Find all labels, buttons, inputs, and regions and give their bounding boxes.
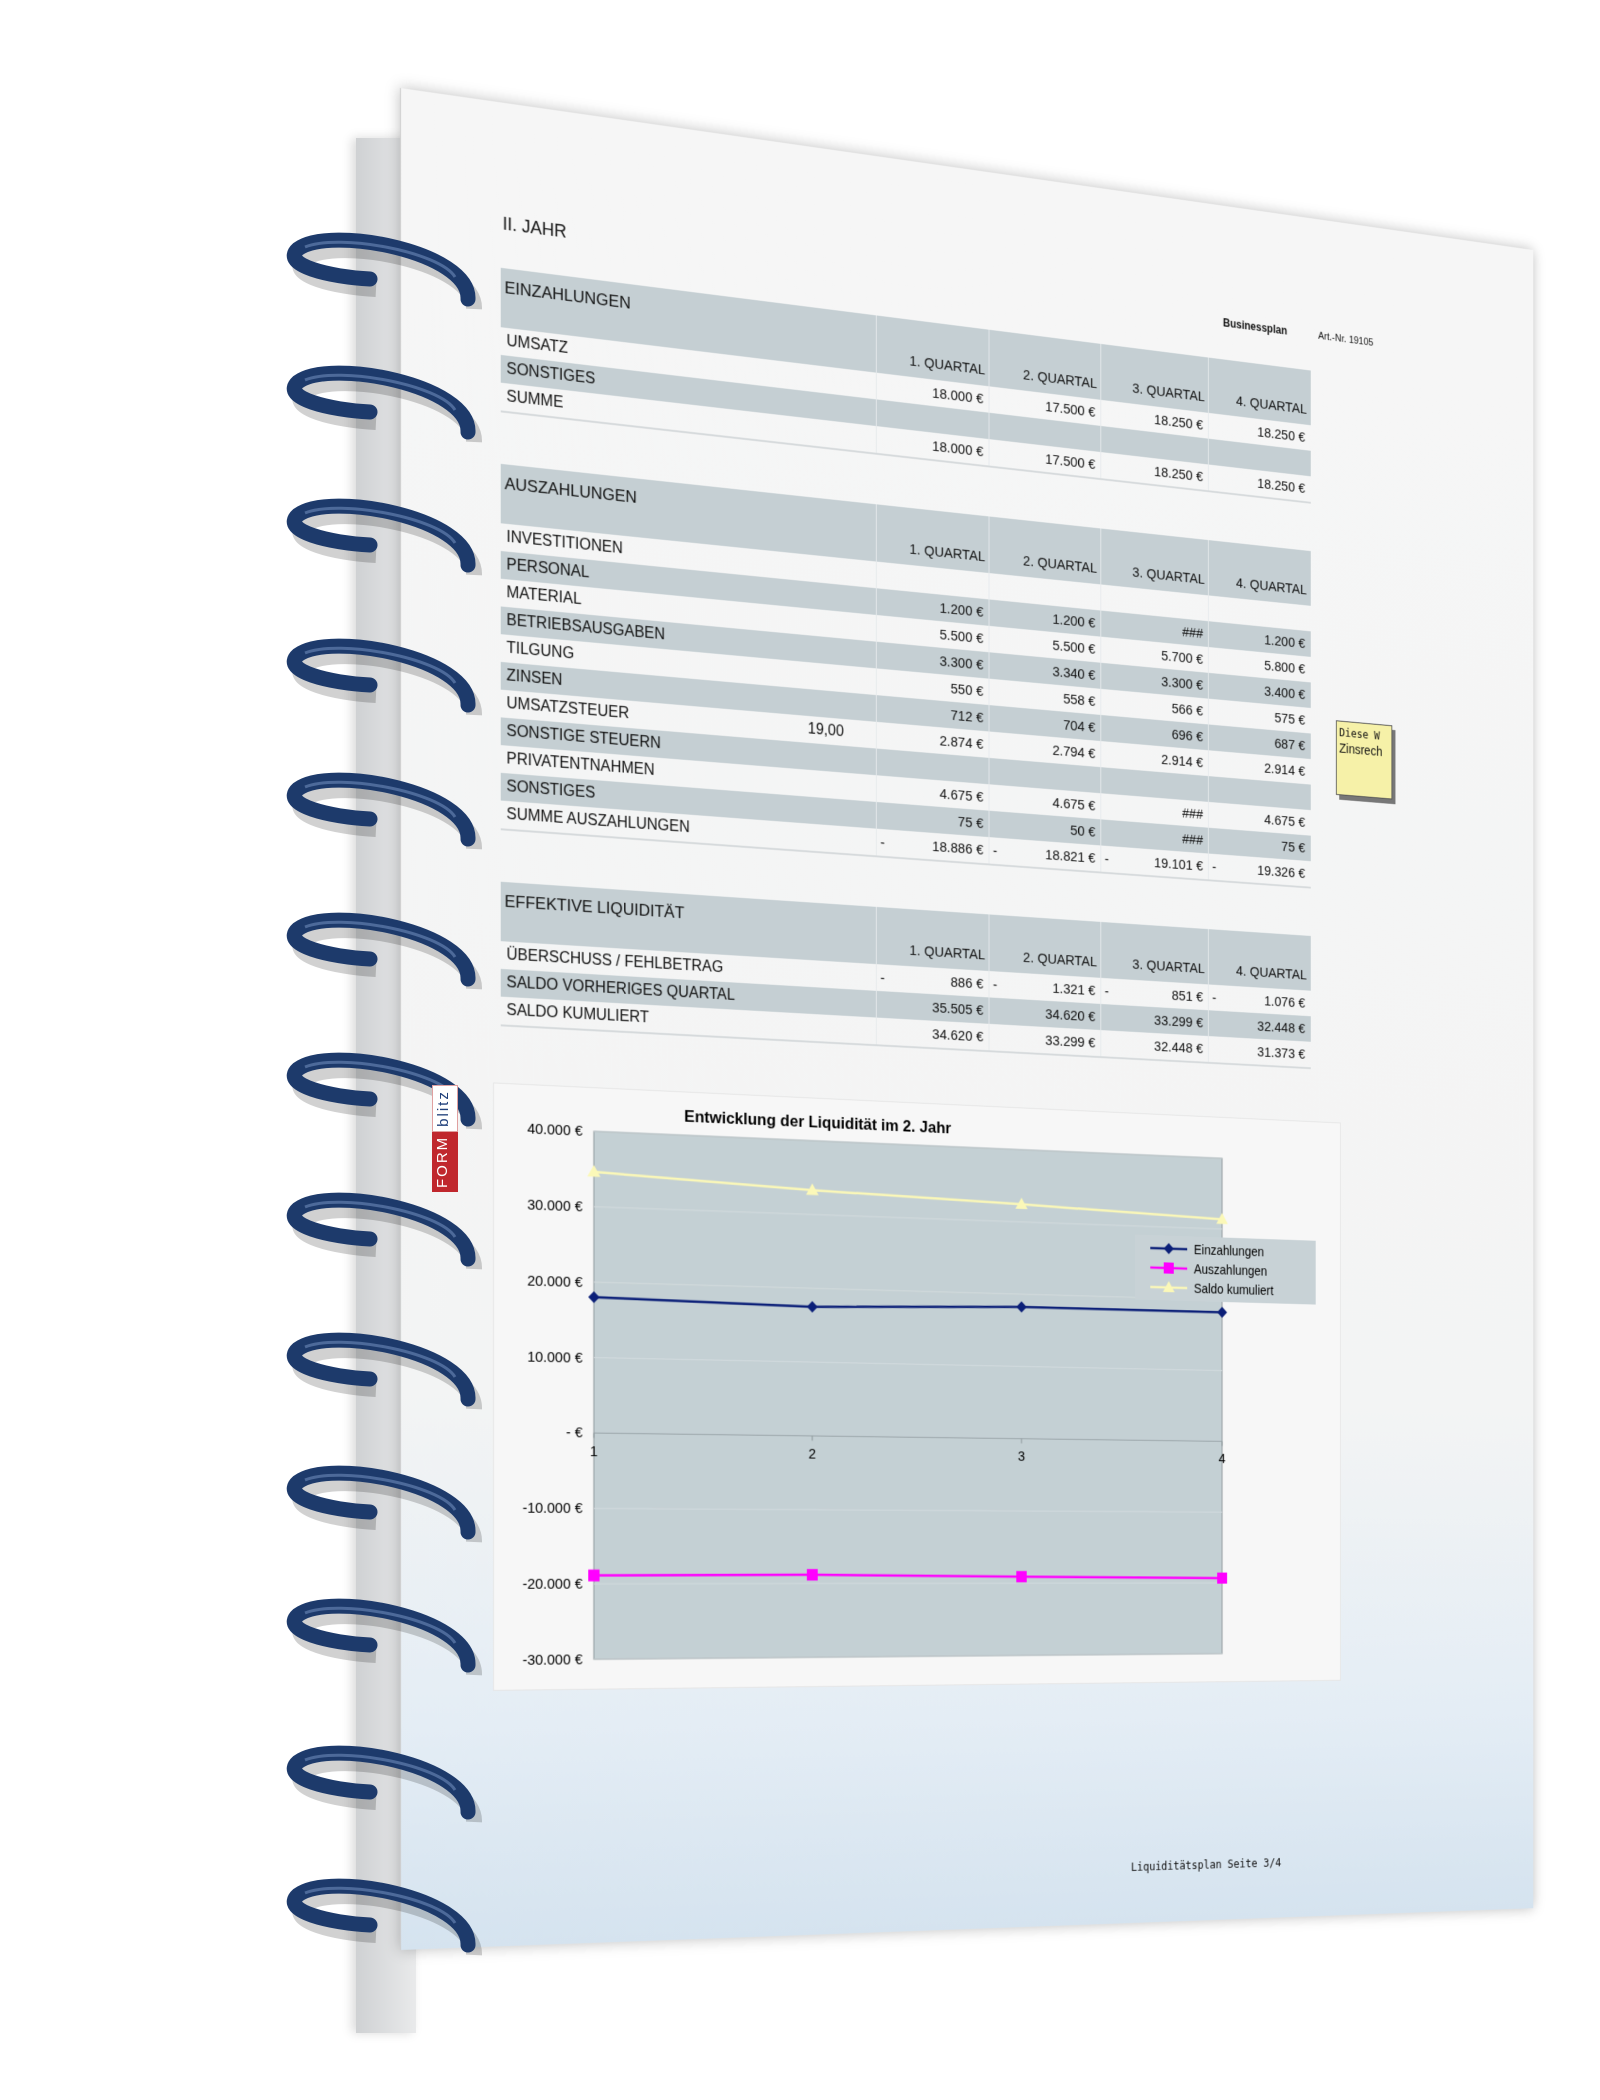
formblitz-logo: FORM blitz [432, 1040, 458, 1192]
chart-svg: Entwicklung der Liquidität im 2. Jahr 40… [522, 1107, 1316, 1669]
coil-highlight [304, 1886, 457, 1924]
x-tick-label: 1 [590, 1445, 598, 1461]
y-tick-label: 40.000 € [527, 1121, 583, 1139]
y-tick-label: - € [566, 1426, 583, 1442]
coil-highlight [304, 1340, 457, 1378]
coil-highlight [304, 1473, 457, 1511]
logo-form: FORM [432, 1131, 458, 1192]
legend-label: Saldo kumuliert [1194, 1281, 1274, 1298]
coil-highlight [304, 373, 457, 411]
coil-highlight [304, 780, 457, 818]
y-tick-label: 10.000 € [527, 1349, 583, 1366]
y-tick-label: -20.000 € [522, 1577, 583, 1593]
x-tick-label: 3 [1018, 1450, 1025, 1465]
coil-highlight [304, 506, 457, 544]
y-tick-label: 30.000 € [527, 1197, 583, 1215]
coil-highlight [304, 920, 457, 958]
coil-highlight [304, 240, 457, 278]
document-page: II. JAHR Businessplan Art.-Nr. 19105 EIN… [400, 88, 1534, 1950]
x-tick-label: 2 [809, 1447, 817, 1463]
coil-highlight [304, 1200, 457, 1238]
y-tick-label: -10.000 € [522, 1501, 583, 1517]
coil-highlight [304, 1606, 457, 1644]
liquidity-chart: Entwicklung der Liquidität im 2. Jahr 40… [493, 1082, 1341, 1691]
logo-blitz: blitz [432, 1085, 458, 1132]
legend-label: Einzahlungen [1194, 1242, 1264, 1259]
plot-area [594, 1131, 1222, 1659]
coil-highlight [304, 646, 457, 684]
y-tick-label: 20.000 € [527, 1273, 583, 1291]
legend-label: Auszahlungen [1194, 1261, 1267, 1278]
y-tick-label: -30.000 € [522, 1652, 583, 1668]
x-tick-label: 4 [1219, 1452, 1226, 1467]
coil-highlight [304, 1753, 457, 1791]
